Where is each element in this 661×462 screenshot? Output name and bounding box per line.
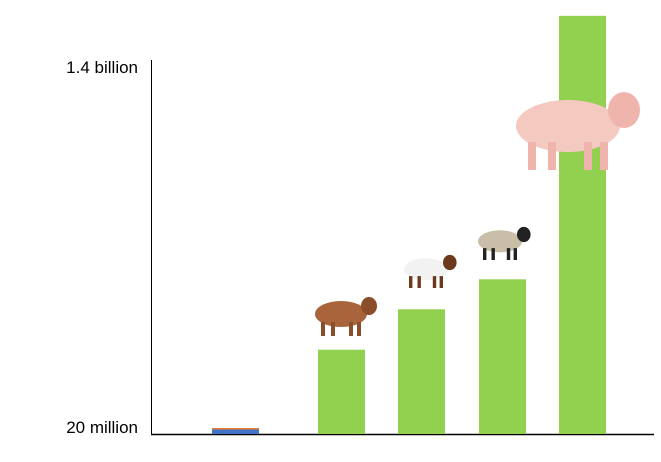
bar-2 bbox=[398, 309, 445, 434]
goat-icon bbox=[403, 254, 457, 288]
cow-icon bbox=[315, 297, 377, 336]
sheep-icon bbox=[477, 226, 531, 260]
bar-3 bbox=[479, 279, 526, 434]
y-tick-bottom: 20 million bbox=[66, 418, 138, 437]
bar-1 bbox=[318, 349, 365, 434]
bar-0-top bbox=[212, 428, 259, 430]
y-tick-top: 1.4 billion bbox=[66, 58, 138, 77]
bar-0 bbox=[212, 428, 259, 434]
pig-icon bbox=[516, 92, 640, 170]
bar-4 bbox=[559, 15, 606, 435]
